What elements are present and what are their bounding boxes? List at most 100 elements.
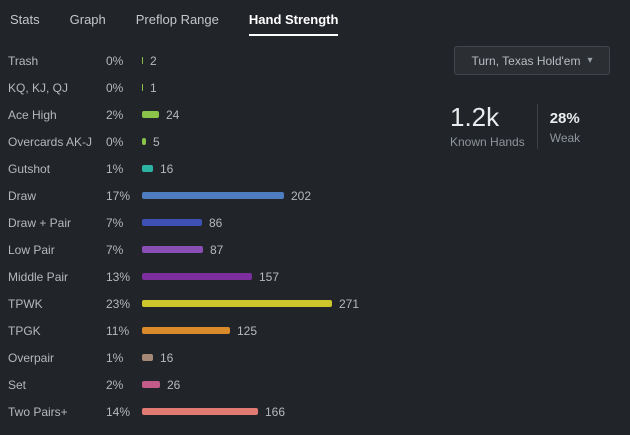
category-label: Set	[8, 377, 27, 392]
side-panel: Turn, Texas Hold'em ▾ 1.2k Known Hands 2…	[450, 46, 610, 150]
tab-graph[interactable]: Graph	[69, 12, 106, 27]
percent-label: 17%	[106, 188, 131, 203]
bar-track: 2	[142, 54, 157, 68]
count-label: 16	[160, 161, 174, 176]
percent-label: 7%	[106, 242, 124, 257]
percent-label: 0%	[106, 80, 124, 95]
bar	[142, 381, 160, 388]
bar-track: 16	[142, 162, 173, 176]
chart-row: Overpair 1% 16	[8, 344, 428, 371]
bar	[142, 246, 203, 253]
hand-strength-chart: Trash 0% 2 KQ, KJ, QJ 0% 1 Ace High 2% 24 Overcar…	[8, 47, 428, 425]
percent-label: 1%	[106, 350, 124, 365]
bar	[142, 327, 230, 334]
category-label: Overpair	[8, 350, 55, 365]
bar	[142, 138, 146, 145]
chart-row: Set 2% 26	[8, 371, 428, 398]
percent-label: 0%	[106, 53, 124, 68]
known-hands-value: 1.2k	[450, 102, 500, 132]
category-label: Two Pairs+	[8, 404, 68, 419]
chart-row: Overcards AK-J 0% 5	[8, 128, 428, 155]
count-label: 26	[167, 377, 181, 392]
bar-track: 5	[142, 135, 160, 149]
bar-track: 26	[142, 378, 180, 392]
count-label: 166	[265, 404, 286, 419]
known-hands-label: Known Hands	[450, 135, 525, 150]
bar	[142, 408, 258, 415]
count-label: 5	[153, 134, 160, 149]
category-label: KQ, KJ, QJ	[8, 80, 69, 95]
count-label: 271	[339, 296, 360, 311]
percent-label: 7%	[106, 215, 124, 230]
category-label: Low Pair	[8, 242, 55, 257]
bar	[142, 354, 153, 361]
category-label: Ace High	[8, 107, 57, 122]
category-label: Overcards AK-J	[8, 134, 93, 149]
bar-track: 24	[142, 108, 179, 122]
bar	[142, 300, 332, 307]
dropdown-label: Turn, Texas Hold'em	[471, 53, 581, 68]
tab-bar: Stats Graph Preflop Range Hand Strength	[0, 0, 630, 36]
percent-label: 23%	[106, 296, 131, 311]
percent-label: 11%	[106, 323, 130, 338]
bar-track: 166	[142, 405, 285, 419]
category-label: Gutshot	[8, 161, 51, 176]
category-label: TPWK	[8, 296, 43, 311]
chart-row: Low Pair 7% 87	[8, 236, 428, 263]
chart-row: Middle Pair 13% 157	[8, 263, 428, 290]
tab-stats[interactable]: Stats	[10, 12, 40, 27]
bar	[142, 111, 159, 118]
weak-stat: 28% Weak	[550, 104, 580, 149]
count-label: 16	[160, 350, 174, 365]
count-label: 157	[259, 269, 280, 284]
weak-label: Weak	[549, 131, 581, 145]
category-label: Trash	[8, 53, 39, 68]
weak-value: 28%	[549, 110, 580, 127]
bar	[142, 165, 153, 172]
chart-row: TPGK 11% 125	[8, 317, 428, 344]
tab-hand-strength[interactable]: Hand Strength	[248, 12, 339, 36]
count-label: 2	[150, 53, 157, 68]
bar-track: 87	[142, 243, 223, 257]
count-label: 202	[291, 188, 312, 203]
summary-stats: 1.2k Known Hands 28% Weak	[450, 102, 610, 150]
chart-row: Trash 0% 2	[8, 47, 428, 74]
percent-label: 14%	[106, 404, 131, 419]
bar-track: 125	[142, 324, 257, 338]
percent-label: 2%	[106, 377, 124, 392]
count-label: 1	[150, 80, 157, 95]
bar	[142, 57, 143, 64]
count-label: 125	[237, 323, 258, 338]
percent-label: 0%	[106, 134, 124, 149]
chart-row: Draw 17% 202	[8, 182, 428, 209]
chart-row: Draw + Pair 7% 86	[8, 209, 428, 236]
bar	[142, 219, 202, 226]
percent-label: 13%	[106, 269, 131, 284]
chevron-down-icon: ▾	[587, 55, 593, 66]
chart-row: Gutshot 1% 16	[8, 155, 428, 182]
bar-track: 86	[142, 216, 222, 230]
bar-track: 16	[142, 351, 173, 365]
percent-label: 1%	[106, 161, 124, 176]
count-label: 86	[209, 215, 223, 230]
chart-row: KQ, KJ, QJ 0% 1	[8, 74, 428, 101]
bar	[142, 192, 284, 199]
category-label: TPGK	[8, 323, 41, 338]
chart-row: TPWK 23% 271	[8, 290, 428, 317]
bar-track: 157	[142, 270, 279, 284]
chart-row: Ace High 2% 24	[8, 101, 428, 128]
tab-preflop-range[interactable]: Preflop Range	[135, 12, 219, 27]
category-label: Draw	[8, 188, 37, 203]
category-label: Draw + Pair	[8, 215, 72, 230]
known-hands-stat: 1.2k Known Hands	[450, 102, 525, 150]
street-game-dropdown[interactable]: Turn, Texas Hold'em ▾	[454, 46, 610, 75]
count-label: 87	[210, 242, 224, 257]
bar-track: 271	[142, 297, 359, 311]
category-label: Middle Pair	[8, 269, 69, 284]
bar-track: 1	[142, 81, 157, 95]
bar	[142, 273, 252, 280]
chart-row: Two Pairs+ 14% 166	[8, 398, 428, 425]
count-label: 24	[166, 107, 180, 122]
bar-track: 202	[142, 189, 311, 203]
bar	[142, 84, 143, 91]
